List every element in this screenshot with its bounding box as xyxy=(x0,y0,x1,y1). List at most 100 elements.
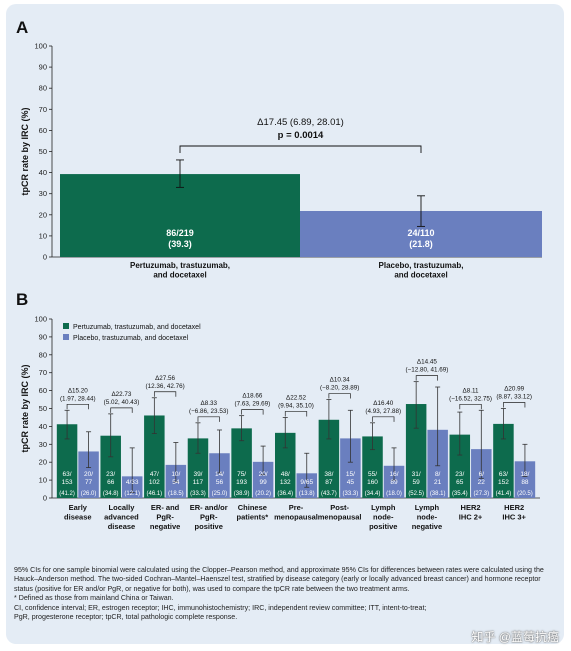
category-label: node- xyxy=(417,513,438,522)
comparison-ci: (−16.52, 32.75) xyxy=(449,395,492,402)
y-tick-label: 20 xyxy=(39,210,47,219)
y-tick-label: 50 xyxy=(39,147,47,156)
bar-percent-label: (33.3) xyxy=(343,491,359,497)
comparison-delta: Δ8.33 xyxy=(200,400,217,407)
legend-swatch-placebo xyxy=(63,334,69,340)
y-tick-label: 60 xyxy=(39,386,47,395)
bar-pertuzumab xyxy=(100,435,121,498)
category-label: patients* xyxy=(237,513,269,522)
category-label: Locally xyxy=(109,503,136,512)
bar-percent-label: (20.5) xyxy=(517,491,533,497)
bar-count-label: 9/65 xyxy=(300,479,313,486)
comparison-delta: Δ20.99 xyxy=(504,386,524,393)
category-label: PgR- xyxy=(156,513,174,522)
comparison-bracket xyxy=(459,403,482,410)
y-tick-label: 70 xyxy=(39,105,47,114)
bar-pertuzumab xyxy=(187,438,209,498)
footnote-abbrev-1: CI, confidence interval; ER, estrogen re… xyxy=(14,603,427,612)
bar-percent-label: (18.0) xyxy=(386,491,402,497)
bar-count-label: 152 xyxy=(498,479,509,486)
y-tick-label: 80 xyxy=(39,350,47,359)
y-tick-label: 0 xyxy=(43,494,47,503)
bar-count-label: 132 xyxy=(280,479,291,486)
legend-label-placebo: Placebo, trastuzumab, and docetaxel xyxy=(73,335,189,342)
bar-count-label: 160 xyxy=(367,479,378,486)
comparison-ci: (7.63, 29.69) xyxy=(235,401,271,408)
bar-percent-label: (46.1) xyxy=(146,491,162,497)
bar-count-label: 10/ xyxy=(171,471,180,478)
category-label: IHC 2+ xyxy=(459,513,483,522)
bar-percent-label: (35.4) xyxy=(452,491,468,497)
bar-count-label: 16/ xyxy=(389,471,398,478)
bar-count-label: 23/ xyxy=(106,471,115,478)
category-label: negative xyxy=(150,522,180,531)
comparison-bracket xyxy=(153,391,177,397)
comparison-delta: Δ8.11 xyxy=(463,387,479,394)
bar-pertuzumab xyxy=(362,436,383,498)
comparison-bracket xyxy=(66,403,89,410)
bar-count-label: 47/ xyxy=(150,471,159,478)
bar-percent-label: (27.3) xyxy=(473,491,489,497)
category-label: node- xyxy=(373,513,394,522)
comparison-delta: Δ14.45 xyxy=(417,359,437,366)
y-tick-label: 100 xyxy=(34,42,47,51)
comparison-delta: Δ22.52 xyxy=(286,394,306,401)
category-label: Lymph xyxy=(371,503,396,512)
bar-pertuzumab xyxy=(231,428,252,498)
y-tick-label: 90 xyxy=(39,332,47,341)
y-tick-label: 50 xyxy=(39,404,47,413)
y-tick-label: 10 xyxy=(39,231,47,240)
y-tick-label: 30 xyxy=(39,189,47,198)
chart-a: 0 10 20 30 40 50 60 70 80 90 100 tpCR rate by IRC (… xyxy=(20,42,542,280)
category-label: Chinese xyxy=(238,503,267,512)
y-axis-title: tpCR rate by IRC (%) xyxy=(20,364,30,452)
comparison-ci: (8.87, 33.12) xyxy=(496,394,532,401)
footnote-abbrev-2: PgR, progesterone receptor; tpCR, total … xyxy=(14,613,238,622)
bar-count-label: 75/ xyxy=(237,471,246,478)
bar-count-label: 8/ xyxy=(435,471,441,478)
bar-pertuzumab xyxy=(56,424,78,498)
y-tick-label: 10 xyxy=(39,476,47,485)
bar-count-label: 14/ xyxy=(215,471,224,478)
y-tick-label: 80 xyxy=(39,84,47,93)
bar-placebo xyxy=(383,465,405,498)
bar-pertuzumab xyxy=(60,174,300,257)
y-tick-label: 0 xyxy=(43,253,47,262)
bar-count-label: 56 xyxy=(216,479,224,486)
category-label: and docetaxel xyxy=(394,271,447,280)
bar-placebo xyxy=(252,461,274,498)
bar-count-label: 88 xyxy=(521,479,529,486)
comparison-delta: Δ16.40 xyxy=(373,400,393,407)
bar-count-label: 153 xyxy=(62,479,73,486)
bar-percent-label: (18.5) xyxy=(168,491,184,497)
comparison-bracket xyxy=(284,411,308,417)
figure-panel xyxy=(6,4,564,644)
bar-count-label: 99 xyxy=(259,479,267,486)
category-label: positive xyxy=(195,522,223,531)
bar-count-label: 193 xyxy=(236,479,247,486)
category-label: menopausal xyxy=(274,513,318,522)
comparison-delta: Δ18.66 xyxy=(242,393,262,400)
bar-percent-label: (25.0) xyxy=(212,491,228,497)
bar-count-label: 15/ xyxy=(346,471,355,478)
comparison-ci: (9.94, 35.10) xyxy=(278,402,314,409)
category-label: ER- and xyxy=(151,503,180,512)
bar-percent-label: (13.8) xyxy=(299,491,315,497)
bar-percent-label: (20.2) xyxy=(255,491,271,497)
comparison-bracket xyxy=(197,416,220,422)
comparison-delta: Δ27.56 xyxy=(155,375,175,382)
bar-count-label: 23/ xyxy=(455,471,464,478)
bar-count-label: 63/ xyxy=(63,471,72,478)
bar-count-label: 89 xyxy=(390,479,398,486)
bar-count-label: 39/ xyxy=(193,471,202,478)
category-label: Lymph xyxy=(415,503,440,512)
y-tick-label: 70 xyxy=(39,368,47,377)
legend-label-pertuzumab: Pertuzumab, trastuzumab, and docetaxel xyxy=(73,324,201,331)
bar-placebo xyxy=(78,451,99,498)
bar-count-label: 18/ xyxy=(520,471,529,478)
bar-count-label: 38/ xyxy=(324,471,333,478)
bar-percent-label: (36.4) xyxy=(277,491,293,497)
bar-count-label: 87 xyxy=(325,479,333,486)
category-label: ER- and/or xyxy=(190,503,228,512)
bar-count-label: 102 xyxy=(149,479,160,486)
